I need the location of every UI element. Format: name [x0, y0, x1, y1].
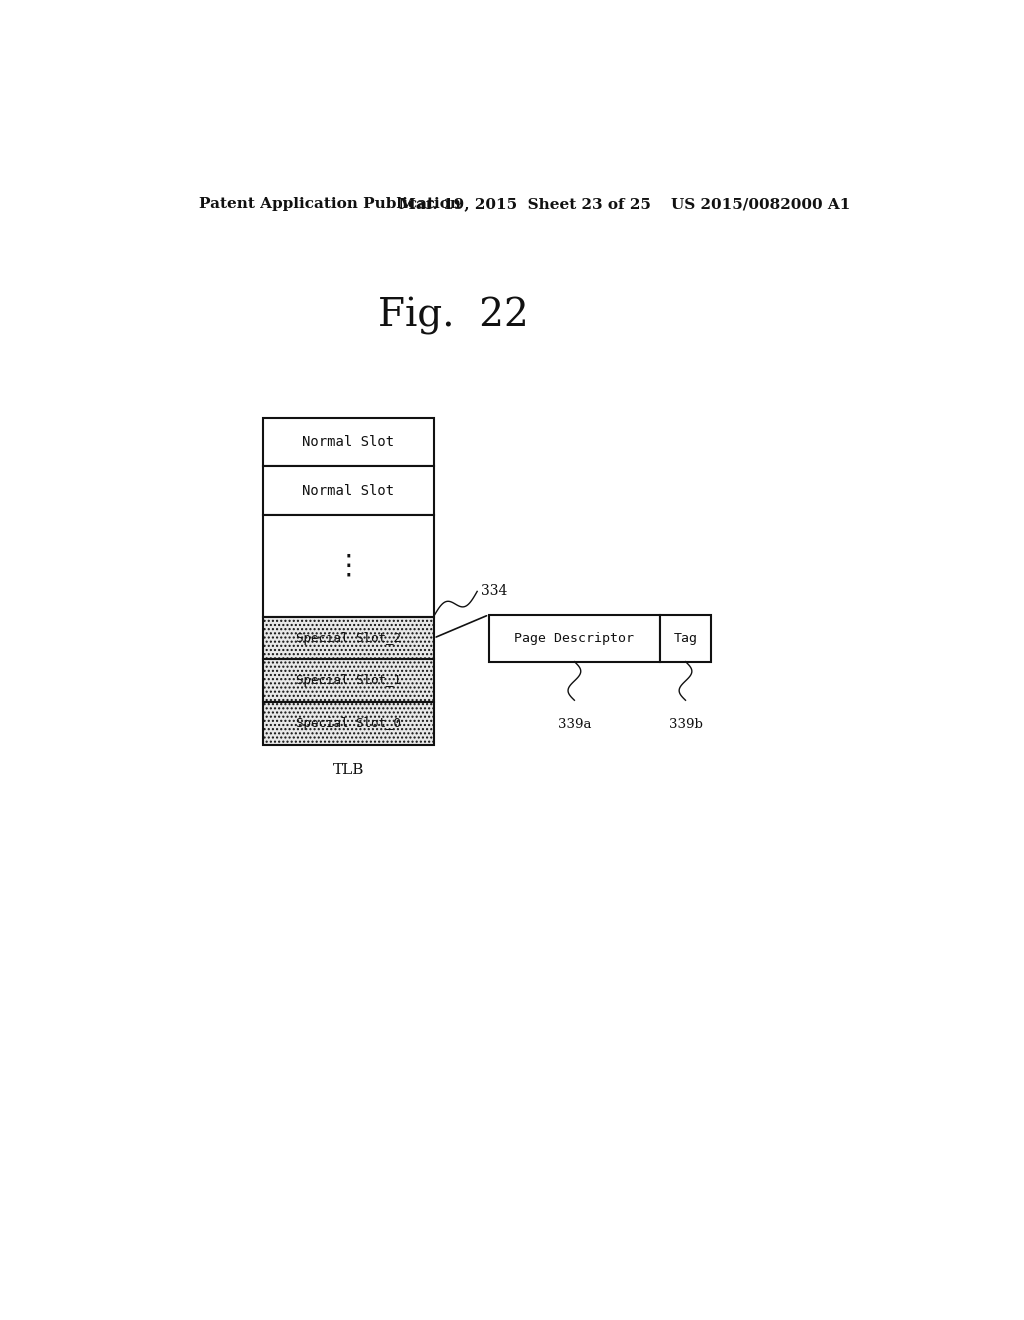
Text: 334: 334: [481, 585, 508, 598]
Text: Special Slot_0: Special Slot_0: [296, 717, 400, 730]
Text: 339a: 339a: [558, 718, 591, 730]
Bar: [263, 417, 433, 466]
Bar: [263, 616, 433, 660]
Bar: [263, 702, 433, 744]
Text: Special Slot_1: Special Slot_1: [296, 675, 400, 688]
Text: Normal Slot: Normal Slot: [302, 436, 394, 449]
Bar: [263, 466, 433, 515]
Text: US 2015/0082000 A1: US 2015/0082000 A1: [671, 197, 850, 211]
Text: Special Slot_2: Special Slot_2: [296, 632, 400, 644]
Text: Mar. 19, 2015  Sheet 23 of 25: Mar. 19, 2015 Sheet 23 of 25: [399, 197, 650, 211]
Text: Patent Application Publication: Patent Application Publication: [200, 197, 462, 211]
Text: Normal Slot: Normal Slot: [302, 483, 394, 498]
Bar: [489, 615, 659, 661]
Bar: [263, 660, 433, 702]
Bar: [659, 615, 712, 661]
Text: 339b: 339b: [669, 718, 702, 730]
Bar: [263, 515, 433, 616]
Text: Tag: Tag: [674, 632, 697, 644]
Text: Fig.  22: Fig. 22: [378, 297, 528, 335]
Text: Page Descriptor: Page Descriptor: [514, 632, 635, 644]
Text: TLB: TLB: [333, 763, 364, 777]
Text: ⋮: ⋮: [335, 552, 362, 579]
